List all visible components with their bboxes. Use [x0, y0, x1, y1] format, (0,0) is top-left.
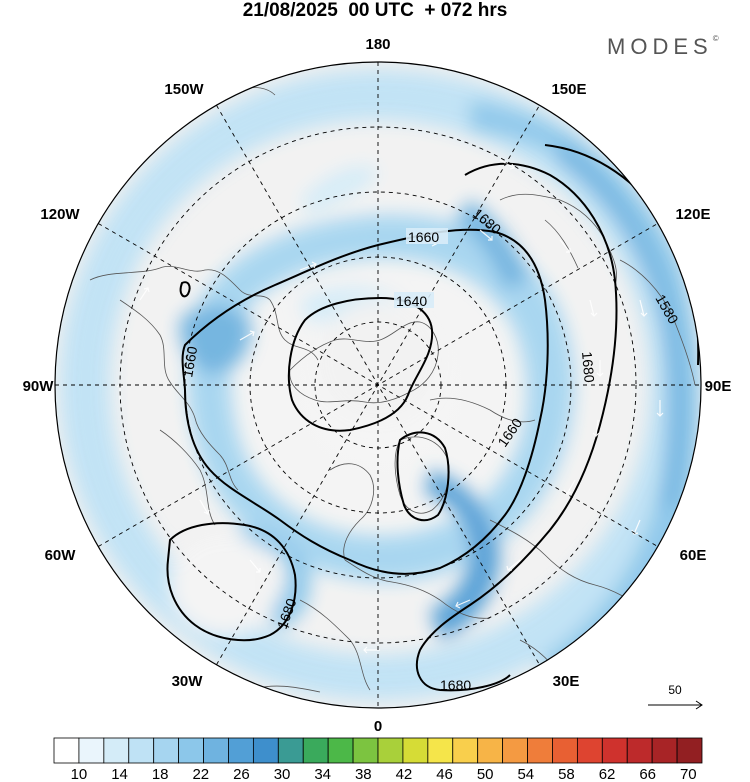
colorbar-tick-label: 50: [477, 766, 494, 782]
colorbar-box: [651, 737, 678, 764]
modes-logo: MODES©: [607, 34, 719, 60]
lon-label-30w: 30W: [172, 673, 204, 690]
reference-vector: 50: [648, 683, 703, 710]
colorbar-box: [502, 737, 528, 764]
colorbar-tick-label: 34: [314, 766, 331, 782]
colorbar-box: [477, 737, 504, 764]
colorbar-box: [626, 737, 653, 764]
colorbar-box: [402, 737, 429, 764]
colorbar-tick-label: 70: [680, 766, 697, 782]
colorbar-boxes: [53, 737, 703, 764]
colorbar-tick-label: 58: [558, 766, 575, 782]
colorbar-box: [153, 737, 180, 764]
colorbar-box: [676, 737, 703, 764]
colorbar-box: [552, 737, 578, 764]
lon-label-0: 0: [374, 718, 382, 735]
lon-label-120w: 120W: [40, 206, 80, 223]
lon-label-60w: 60W: [45, 547, 77, 564]
colorbar-tick-label: 66: [639, 766, 656, 782]
colorbar-box: [78, 737, 105, 764]
contour-label: 1640: [396, 293, 427, 309]
colorbar-tick-label: 14: [111, 766, 128, 782]
colorbar-box: [576, 737, 603, 764]
lon-label-60e: 60E: [680, 547, 707, 564]
longitude-labels: 180 0 90W 90E 150W 120W 150E 120E 60W 30…: [23, 36, 732, 735]
contour-1660-east: [396, 431, 450, 522]
contour-label: 1660: [179, 345, 200, 379]
map-title: 21/08/2025 00 UTC + 072 hrs: [242, 0, 508, 21]
reference-arrow-head: [695, 700, 703, 710]
colorbar-tick-label: 18: [152, 766, 169, 782]
colorbar-tick-label: 42: [396, 766, 413, 782]
colorbar-tick-label: 38: [355, 766, 372, 782]
colorbar-tick-label: 22: [192, 766, 209, 782]
colorbar-tick-label: 62: [599, 766, 616, 782]
colorbar-tick-label: 46: [436, 766, 453, 782]
colorbar-box: [53, 737, 80, 764]
coastlines: [89, 87, 696, 693]
colorbar-box: [352, 737, 379, 764]
map-disk: [55, 62, 701, 708]
colorbar-box: [527, 737, 553, 764]
colorbar-tick-label: 10: [71, 766, 88, 782]
lon-label-90w: 90W: [23, 378, 55, 395]
contour-1680-west: [166, 522, 297, 642]
colorbar-box: [178, 737, 204, 764]
lon-label-150e: 150E: [551, 81, 586, 98]
colorbar-box: [377, 737, 404, 764]
contour-label-bg: [406, 228, 448, 244]
colorbar-box: [228, 737, 254, 764]
graticule: [55, 62, 701, 708]
colorbar-ticks: 10 14 18 22 26 30 34 38 42 46 50 54 58 62 66 70: [71, 766, 697, 782]
lon-label-90e: 90E: [705, 378, 732, 395]
colorbar-box: [103, 737, 130, 764]
contour-1680-ring: [415, 162, 618, 692]
colorbar-box: [327, 737, 354, 764]
copyright-mark: ©: [712, 34, 719, 43]
contour-label: 1680: [579, 351, 598, 384]
lon-label-150w: 150W: [164, 81, 204, 98]
colorbar-box: [252, 737, 279, 764]
contour-small-0: [179, 281, 191, 298]
contour-label: 1660: [408, 229, 439, 245]
colorbar-box: [452, 737, 479, 764]
colorbar-box: [203, 737, 229, 764]
colorbar-box: [302, 737, 329, 764]
lon-label-180: 180: [365, 36, 390, 53]
colorbar-box: [427, 737, 454, 764]
map-border: [54, 61, 702, 709]
contour-1640: [287, 296, 434, 432]
colorbar-box: [277, 737, 304, 764]
contour-label-bg: [394, 292, 434, 308]
contour-1660-inner: [181, 228, 549, 575]
lon-label-120e: 120E: [675, 206, 710, 223]
colorbar-tick-label: 54: [517, 766, 534, 782]
reference-vector-label: 50: [668, 683, 682, 697]
brand-text: MODES: [607, 34, 713, 59]
contour-label: 1680: [440, 677, 471, 693]
colorbar-box: [601, 737, 628, 764]
colorbar-tick-label: 30: [274, 766, 291, 782]
lon-label-30e: 30E: [553, 673, 580, 690]
colorbar-box: [128, 737, 155, 764]
colorbar-tick-label: 26: [233, 766, 250, 782]
